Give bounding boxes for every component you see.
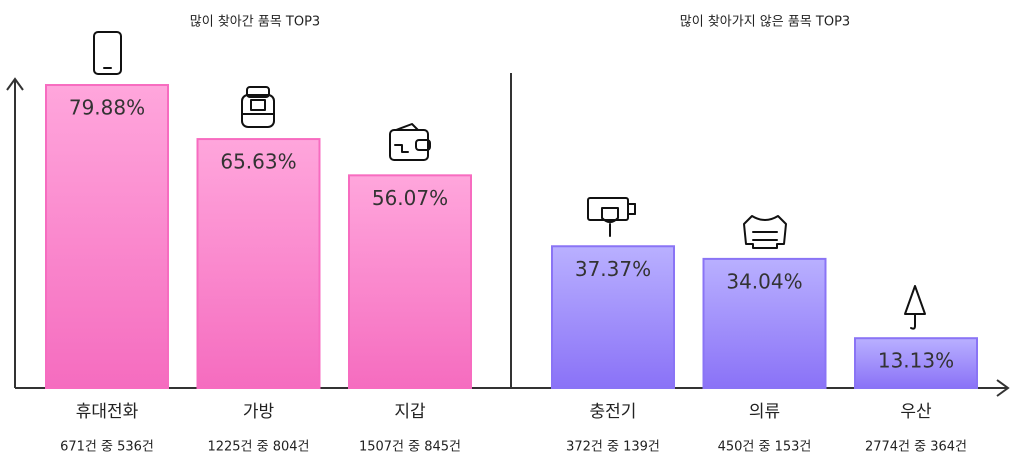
count-label: 2774건 중 364건 [865, 440, 967, 455]
bar [702, 257, 827, 390]
count-label: 450건 중 153건 [718, 440, 812, 455]
bar [854, 337, 978, 389]
count-label: 1507건 중 845건 [359, 440, 461, 455]
bar [45, 84, 169, 389]
category-label: 휴대전화 [76, 402, 139, 422]
bar [348, 174, 472, 389]
value-label: 37.37% [575, 257, 651, 281]
bar [551, 245, 675, 389]
icons [93, 31, 926, 330]
count-label: 1225건 중 804건 [207, 440, 309, 455]
value-label: 13.13% [878, 349, 954, 373]
count-label: 372건 중 139건 [566, 440, 660, 455]
value-label: 79.88% [69, 96, 145, 120]
category-label: 의류 [749, 402, 780, 422]
group-title: 많이 찾아간 품목 TOP3 [190, 15, 320, 30]
value-label: 56.07% [372, 186, 448, 210]
value-label: 65.63% [220, 150, 296, 174]
group-title: 많이 찾아가지 않은 품목 TOP3 [680, 15, 850, 30]
value-label: 34.04% [726, 269, 802, 293]
category-label: 가방 [243, 402, 275, 422]
category-label: 지갑 [394, 402, 426, 422]
category-label: 충전기 [590, 402, 637, 422]
count-label: 671건 중 536건 [60, 440, 154, 455]
category-label: 우산 [900, 402, 932, 422]
axes [6, 73, 1010, 397]
bar [196, 138, 321, 389]
